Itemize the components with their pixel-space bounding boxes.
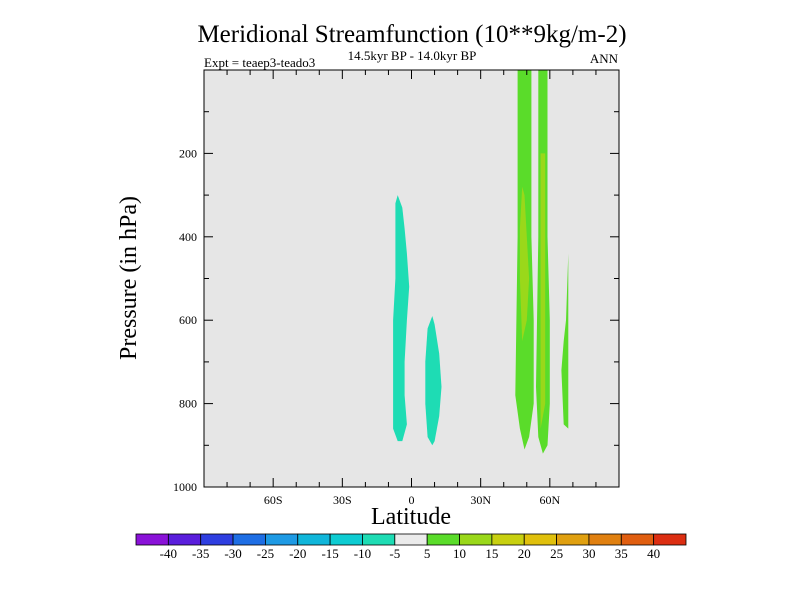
colorbar-label: -15 bbox=[321, 546, 338, 561]
x-tick-label: 60N bbox=[539, 493, 560, 507]
x-tick-label: 0 bbox=[409, 493, 415, 507]
colorbar-label: -5 bbox=[389, 546, 400, 561]
colorbar-swatch bbox=[653, 533, 687, 546]
colorbar-swatch bbox=[426, 533, 460, 546]
colorbar-label: -10 bbox=[354, 546, 371, 561]
colorbar-label: 40 bbox=[647, 546, 660, 561]
colorbar-swatch bbox=[491, 533, 525, 546]
colorbar-label: -40 bbox=[160, 546, 177, 561]
colorbar-swatch bbox=[556, 533, 590, 546]
season-label: ANN bbox=[590, 51, 619, 66]
colorbar-label: 15 bbox=[485, 546, 498, 561]
colorbar-swatch bbox=[329, 533, 363, 546]
x-tick-label: 30N bbox=[470, 493, 491, 507]
x-axis-label: Latitude bbox=[371, 504, 451, 530]
experiment-label: Expt = teaep3-teado3 bbox=[204, 55, 315, 70]
colorbar-label: 20 bbox=[518, 546, 531, 561]
colorbar-label: 25 bbox=[550, 546, 563, 561]
x-tick-label: 30S bbox=[333, 493, 352, 507]
y-tick-label: 600 bbox=[179, 313, 197, 327]
plot-background bbox=[204, 70, 619, 487]
colorbar-swatch bbox=[523, 533, 557, 546]
colorbar-label: -20 bbox=[289, 546, 306, 561]
colorbar-label: -25 bbox=[257, 546, 274, 561]
colorbar-label: 10 bbox=[453, 546, 466, 561]
plot-area: 60S 30S 0 30N 60N 200 400 600 800 1000 bbox=[173, 69, 620, 507]
region-positive-sliver-67n bbox=[561, 253, 569, 429]
colorbar-swatch bbox=[588, 533, 622, 546]
region-negative-cell-tropics-north bbox=[425, 316, 442, 446]
x-tick-label: 60S bbox=[264, 493, 283, 507]
colorbar-swatch bbox=[394, 533, 428, 546]
chart-title: Meridional Streamfunction (10**9kg/m-2) bbox=[197, 21, 626, 48]
colorbar-label: -30 bbox=[224, 546, 241, 561]
colorbar: -40 -35 -30 -25 -20 -15 -10 -5 5 10 15 20 25 30 35 40 bbox=[135, 533, 687, 561]
colorbar-swatch bbox=[232, 533, 266, 546]
plot-frame bbox=[203, 69, 620, 488]
colorbar-swatch bbox=[135, 533, 169, 546]
y-tick-label: 1000 bbox=[173, 480, 197, 494]
colorbar-label: -35 bbox=[192, 546, 209, 561]
region-positive-core-50n bbox=[519, 186, 530, 342]
region-positive-core-57n bbox=[540, 153, 546, 429]
colorbar-swatch bbox=[362, 533, 396, 546]
colorbar-swatch bbox=[167, 533, 202, 546]
y-tick-label: 200 bbox=[179, 146, 197, 160]
region-negative-cell-tropics-south bbox=[393, 195, 410, 442]
colorbar-swatch bbox=[459, 533, 493, 546]
colorbar-swatch bbox=[265, 533, 299, 546]
contour-regions bbox=[393, 70, 569, 454]
colorbar-swatch bbox=[297, 533, 331, 546]
y-tick-label: 400 bbox=[179, 230, 197, 244]
y-axis-label: Pressure (in hPa) bbox=[116, 196, 142, 360]
colorbar-label: 5 bbox=[424, 546, 431, 561]
colorbar-swatch bbox=[620, 533, 655, 546]
colorbar-label: 35 bbox=[615, 546, 628, 561]
y-tick-label: 800 bbox=[179, 397, 197, 411]
colorbar-label: 30 bbox=[582, 546, 595, 561]
colorbar-swatch bbox=[200, 533, 234, 546]
chart-subtitle: 14.5kyr BP - 14.0kyr BP bbox=[348, 48, 477, 63]
